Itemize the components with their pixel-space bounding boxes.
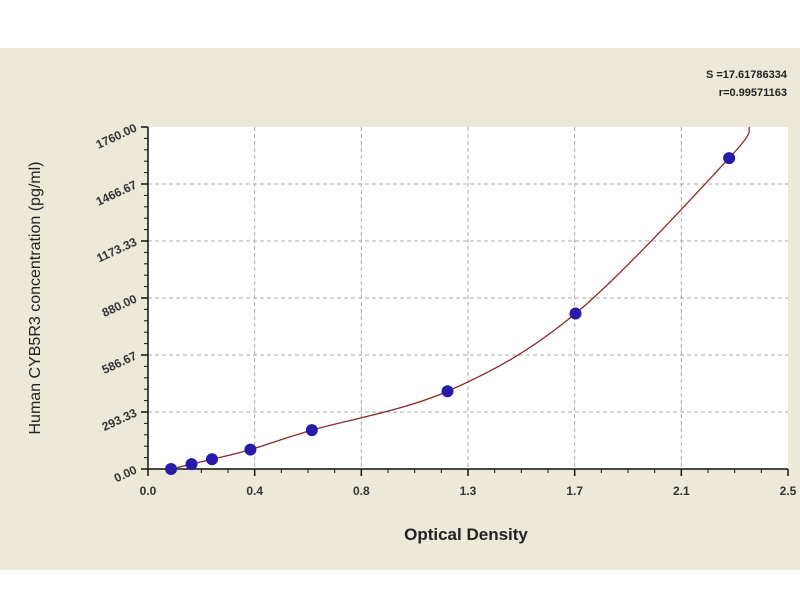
y-tick-label: 880.00 [100, 292, 139, 320]
y-tick-label: 293.33 [100, 406, 139, 434]
y-tick-label: 1760.00 [94, 121, 140, 152]
data-point [441, 385, 454, 398]
data-point [206, 453, 218, 466]
annotation-s: S =17.61786334 [706, 69, 788, 81]
fit-curve [170, 126, 751, 470]
x-axis-label: Optical Density [404, 525, 528, 544]
x-tick-label: 2.5 [780, 484, 797, 498]
annotation-r: r=0.99571163 [719, 87, 787, 99]
y-tick-label: 586.67 [100, 349, 139, 377]
x-tick-label: 1.7 [566, 484, 583, 498]
x-tick-label: 0.8 [353, 484, 370, 498]
data-point [244, 443, 257, 456]
x-tick-label: 2.1 [673, 484, 690, 498]
y-tick-label: 1173.33 [94, 235, 139, 266]
data-point [165, 463, 178, 475]
data-point [723, 152, 736, 165]
data-point [569, 307, 582, 320]
x-tick-label: 0.0 [140, 484, 157, 498]
y-axis-label: Human CYB5R3 concentration (pg/ml) [27, 161, 44, 434]
data-point [305, 424, 318, 437]
y-tick-label: 0.00 [112, 463, 139, 486]
x-tick-label: 1.3 [460, 484, 477, 498]
data-point [185, 458, 198, 471]
x-tick-label: 0.4 [246, 484, 263, 498]
y-tick-label: 1466.67 [94, 178, 140, 209]
